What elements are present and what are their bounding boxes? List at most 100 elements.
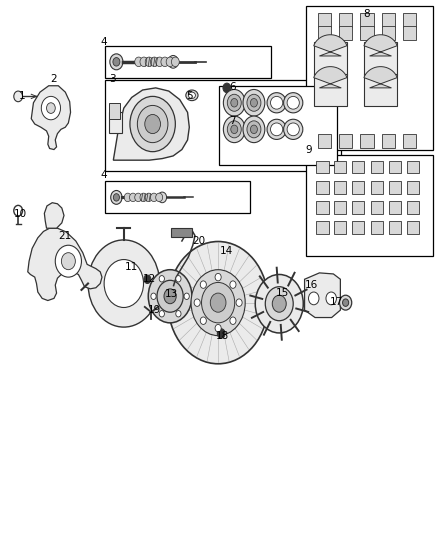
- Circle shape: [155, 57, 163, 67]
- Text: 11: 11: [125, 262, 138, 271]
- Bar: [389, 201, 401, 214]
- Bar: [364, 74, 397, 107]
- Ellipse shape: [267, 119, 286, 140]
- Bar: [371, 161, 383, 173]
- Ellipse shape: [271, 123, 283, 136]
- Text: 5: 5: [186, 91, 193, 101]
- Text: 2: 2: [50, 75, 57, 84]
- Bar: [316, 181, 328, 193]
- Bar: [171, 228, 192, 237]
- Circle shape: [159, 276, 164, 282]
- Bar: [360, 13, 374, 27]
- Circle shape: [140, 193, 147, 201]
- Text: 16: 16: [305, 280, 318, 289]
- Circle shape: [194, 299, 200, 306]
- Circle shape: [138, 106, 168, 143]
- Circle shape: [227, 121, 241, 138]
- Circle shape: [150, 193, 157, 201]
- Circle shape: [223, 90, 245, 116]
- Bar: [106, 80, 341, 171]
- Polygon shape: [113, 88, 189, 160]
- Circle shape: [200, 317, 206, 325]
- Text: 13: 13: [165, 289, 178, 299]
- Bar: [352, 181, 364, 193]
- Circle shape: [41, 96, 60, 120]
- Circle shape: [247, 121, 261, 138]
- Bar: [371, 221, 383, 234]
- Circle shape: [144, 275, 151, 284]
- Circle shape: [176, 276, 181, 282]
- Ellipse shape: [284, 119, 303, 140]
- Text: 6: 6: [229, 82, 235, 92]
- Text: 9: 9: [305, 144, 312, 155]
- Circle shape: [140, 57, 148, 67]
- Bar: [318, 26, 331, 40]
- Circle shape: [150, 57, 158, 67]
- Circle shape: [230, 281, 236, 288]
- Circle shape: [130, 96, 175, 152]
- Polygon shape: [44, 203, 64, 228]
- Bar: [316, 201, 328, 214]
- Circle shape: [326, 292, 336, 305]
- Circle shape: [148, 270, 192, 323]
- Circle shape: [215, 273, 221, 281]
- Text: 18: 18: [216, 330, 229, 341]
- Circle shape: [157, 280, 183, 312]
- Text: 17: 17: [329, 296, 343, 306]
- Bar: [316, 161, 328, 173]
- Bar: [382, 26, 396, 40]
- Bar: [314, 74, 347, 107]
- Circle shape: [215, 325, 221, 332]
- Text: 15: 15: [276, 288, 289, 298]
- Ellipse shape: [284, 93, 303, 113]
- Text: 3: 3: [109, 75, 115, 84]
- Circle shape: [243, 90, 265, 116]
- Circle shape: [265, 287, 293, 321]
- Circle shape: [251, 99, 258, 107]
- Bar: [360, 134, 374, 148]
- Circle shape: [168, 241, 268, 364]
- Circle shape: [210, 293, 226, 312]
- Circle shape: [231, 99, 238, 107]
- Bar: [306, 6, 433, 150]
- Bar: [339, 134, 352, 148]
- Polygon shape: [314, 67, 347, 88]
- Bar: [407, 181, 420, 193]
- Circle shape: [201, 282, 235, 323]
- Bar: [371, 181, 383, 193]
- Circle shape: [247, 94, 261, 111]
- Circle shape: [151, 293, 156, 300]
- Text: 19: 19: [148, 305, 161, 315]
- Circle shape: [161, 57, 169, 67]
- Bar: [382, 134, 396, 148]
- Text: 4: 4: [100, 37, 106, 47]
- Text: 1: 1: [18, 91, 25, 101]
- Circle shape: [217, 329, 225, 338]
- Text: 8: 8: [363, 9, 370, 19]
- Circle shape: [223, 83, 231, 93]
- Bar: [318, 134, 331, 148]
- Circle shape: [227, 94, 241, 111]
- Circle shape: [171, 57, 179, 67]
- Circle shape: [113, 58, 120, 66]
- Ellipse shape: [287, 96, 299, 109]
- Text: 21: 21: [59, 231, 72, 241]
- Bar: [407, 161, 420, 173]
- Bar: [334, 201, 346, 214]
- Bar: [334, 181, 346, 193]
- Bar: [219, 86, 337, 165]
- Circle shape: [339, 295, 352, 310]
- Ellipse shape: [271, 96, 283, 109]
- Circle shape: [168, 55, 178, 68]
- Bar: [371, 201, 383, 214]
- Text: 12: 12: [142, 274, 156, 284]
- Circle shape: [145, 193, 152, 201]
- Circle shape: [155, 193, 162, 201]
- Circle shape: [110, 54, 123, 70]
- Bar: [316, 221, 328, 234]
- Circle shape: [223, 116, 245, 143]
- Circle shape: [231, 125, 238, 134]
- Bar: [306, 155, 433, 256]
- Ellipse shape: [267, 93, 286, 113]
- Text: 7: 7: [229, 116, 235, 126]
